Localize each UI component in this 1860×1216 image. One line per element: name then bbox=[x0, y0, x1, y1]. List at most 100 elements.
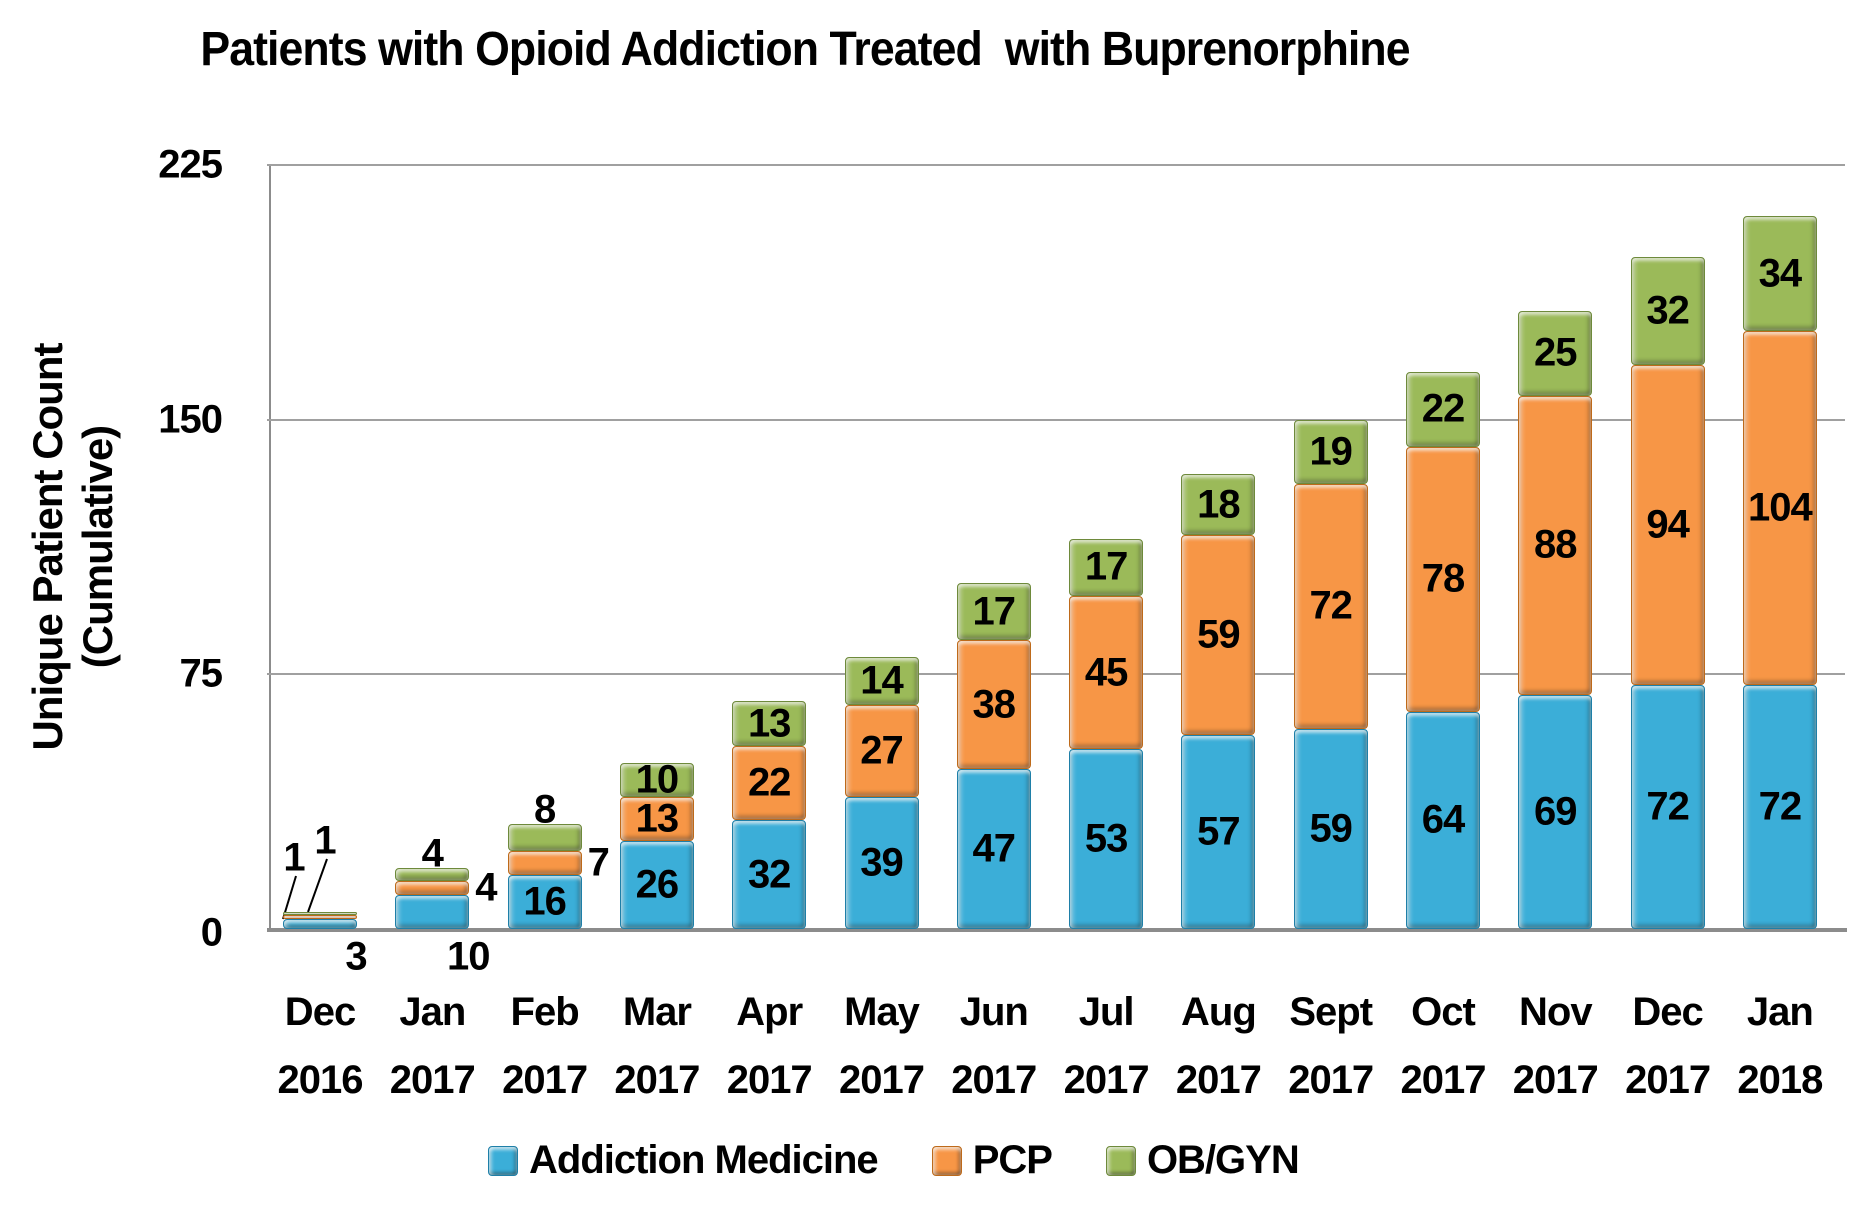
bar-segment-obgyn bbox=[1069, 538, 1144, 597]
plot-area bbox=[269, 165, 1845, 929]
bar-segment-addiction-medicine bbox=[1518, 694, 1593, 929]
data-label-obgyn: 22 bbox=[1421, 386, 1465, 431]
gridline-150 bbox=[267, 418, 1845, 421]
data-label-obgyn: 10 bbox=[635, 757, 679, 802]
bar-segment-addiction-medicine bbox=[1630, 684, 1705, 929]
data-label-addiction-medicine: 64 bbox=[1421, 797, 1465, 842]
bar-segment-addiction-medicine bbox=[1293, 728, 1368, 929]
bar-segment-obgyn bbox=[507, 823, 582, 851]
bar-segment-addiction-medicine bbox=[732, 820, 807, 929]
bar-segment-obgyn bbox=[844, 657, 919, 705]
data-label-addiction-medicine: 57 bbox=[1197, 809, 1240, 854]
bar-segment-addiction-medicine bbox=[1742, 684, 1817, 929]
x-tick-year: 2017 bbox=[1400, 1058, 1487, 1102]
y-tick-0: 0 bbox=[200, 910, 223, 955]
bar-segment-addiction-medicine bbox=[956, 769, 1031, 929]
bar-segment-addiction-medicine bbox=[619, 840, 694, 929]
bar-segment-pcp bbox=[1406, 446, 1480, 712]
bar-segment-obgyn bbox=[1293, 419, 1368, 485]
bar-segment-obgyn bbox=[732, 701, 807, 746]
data-label-obgyn: 32 bbox=[1646, 288, 1689, 333]
bar-segment-obgyn bbox=[1742, 215, 1817, 332]
data-label-addiction-medicine: 69 bbox=[1534, 789, 1577, 834]
bar-segment-pcp bbox=[283, 915, 357, 919]
data-label-pcp: 4 bbox=[475, 865, 497, 910]
bar-segment-addiction-medicine bbox=[507, 874, 582, 929]
data-label-addiction-medicine: 3 bbox=[345, 934, 367, 979]
x-tick-year: 2016 bbox=[277, 1058, 364, 1102]
data-label-obgyn: 17 bbox=[972, 589, 1016, 633]
y-axis-title-line2: (Cumulative) bbox=[74, 425, 122, 669]
bar-segment-addiction-medicine bbox=[395, 895, 470, 929]
gridline-75 bbox=[267, 673, 1845, 676]
x-tick-year: 2017 bbox=[1063, 1058, 1150, 1102]
legend-label: PCP bbox=[972, 1138, 1053, 1182]
x-tick-month: Dec bbox=[1632, 990, 1703, 1034]
data-label-obgyn: 18 bbox=[1197, 482, 1240, 527]
bar-segment-addiction-medicine bbox=[1069, 749, 1144, 929]
x-tick-year: 2017 bbox=[839, 1058, 925, 1102]
bar-segment-obgyn bbox=[1406, 372, 1480, 447]
y-tick-225: 225 bbox=[158, 142, 223, 187]
bar-segment-obgyn bbox=[956, 582, 1031, 641]
x-tick-year: 2017 bbox=[951, 1058, 1037, 1102]
chart-title: Patients with Opioid Addiction Treated w… bbox=[200, 23, 1410, 76]
data-label-pcp: 72 bbox=[1309, 583, 1352, 628]
data-label-pcp: 45 bbox=[1084, 650, 1128, 695]
legend-item-ob-gyn: OB/GYN bbox=[1105, 1138, 1300, 1183]
bar-segment-pcp bbox=[1742, 331, 1817, 685]
legend: Addiction Medicine PCP OB/GYN bbox=[488, 1138, 1300, 1183]
bar-segment-addiction-medicine bbox=[1181, 735, 1256, 929]
data-label-pcp: 94 bbox=[1646, 502, 1689, 547]
data-label-addiction-medicine: 16 bbox=[523, 879, 566, 924]
x-axis-line bbox=[267, 928, 1847, 932]
x-tick-year: 2017 bbox=[389, 1058, 476, 1102]
data-label-pcp: 78 bbox=[1421, 556, 1465, 601]
legend-swatch-icon bbox=[931, 1145, 962, 1176]
x-tick-year: 2017 bbox=[1288, 1058, 1374, 1102]
data-label-pcp: 88 bbox=[1534, 522, 1577, 567]
data-label-obgyn: 14 bbox=[860, 658, 903, 703]
legend-swatch-icon bbox=[1105, 1145, 1136, 1176]
x-tick-month: Apr bbox=[736, 990, 803, 1034]
x-tick-year: 2017 bbox=[726, 1058, 813, 1102]
data-label-addiction-medicine: 10 bbox=[447, 934, 490, 979]
bar-segment-pcp bbox=[956, 640, 1031, 770]
bar-segment-pcp bbox=[844, 704, 919, 797]
data-label-addiction-medicine: 72 bbox=[1646, 784, 1689, 829]
bar-segment-pcp bbox=[732, 745, 807, 821]
bar-segment-obgyn bbox=[395, 867, 470, 882]
x-tick-year: 2017 bbox=[614, 1058, 700, 1102]
data-label-pcp: 13 bbox=[635, 796, 679, 841]
data-label-pcp: 38 bbox=[972, 682, 1016, 727]
y-axis-title-line1: Unique Patient Count bbox=[24, 343, 71, 751]
x-tick-month: Jul bbox=[1078, 990, 1135, 1034]
bar-segment-obgyn bbox=[1518, 311, 1593, 396]
bar-segment-obgyn bbox=[283, 912, 357, 916]
legend-swatch-icon bbox=[488, 1145, 518, 1176]
data-label-addiction-medicine: 47 bbox=[972, 826, 1016, 871]
bar-segment-pcp bbox=[619, 796, 694, 841]
x-tick-month: Jan bbox=[1746, 990, 1814, 1034]
data-label-pcp: 7 bbox=[587, 840, 610, 885]
data-label-addiction-medicine: 39 bbox=[860, 840, 903, 885]
x-tick-month: Sept bbox=[1289, 990, 1373, 1034]
bar-segment-pcp bbox=[507, 850, 582, 875]
bar-segment-addiction-medicine bbox=[844, 796, 919, 929]
bar-segment-pcp bbox=[1293, 484, 1368, 729]
data-label-addiction-medicine: 26 bbox=[635, 862, 679, 907]
data-label-pcp: 27 bbox=[860, 728, 903, 773]
bar-segment-addiction-medicine bbox=[1406, 711, 1480, 929]
data-label-obgyn: 1 bbox=[314, 818, 336, 863]
legend-label: Addiction Medicine bbox=[529, 1138, 879, 1182]
data-label-pcp: 59 bbox=[1197, 612, 1240, 657]
legend-label: OB/GYN bbox=[1146, 1138, 1300, 1182]
x-tick-year: 2017 bbox=[1625, 1058, 1711, 1102]
data-label-pcp: 1 bbox=[283, 835, 305, 880]
x-tick-year: 2017 bbox=[502, 1058, 588, 1102]
data-label-obgyn: 13 bbox=[747, 701, 791, 746]
data-label-pcp: 104 bbox=[1748, 485, 1813, 530]
bar-segment-pcp bbox=[1069, 596, 1144, 750]
gridline-225 bbox=[267, 164, 1845, 166]
data-label-obgyn: 8 bbox=[533, 787, 556, 832]
